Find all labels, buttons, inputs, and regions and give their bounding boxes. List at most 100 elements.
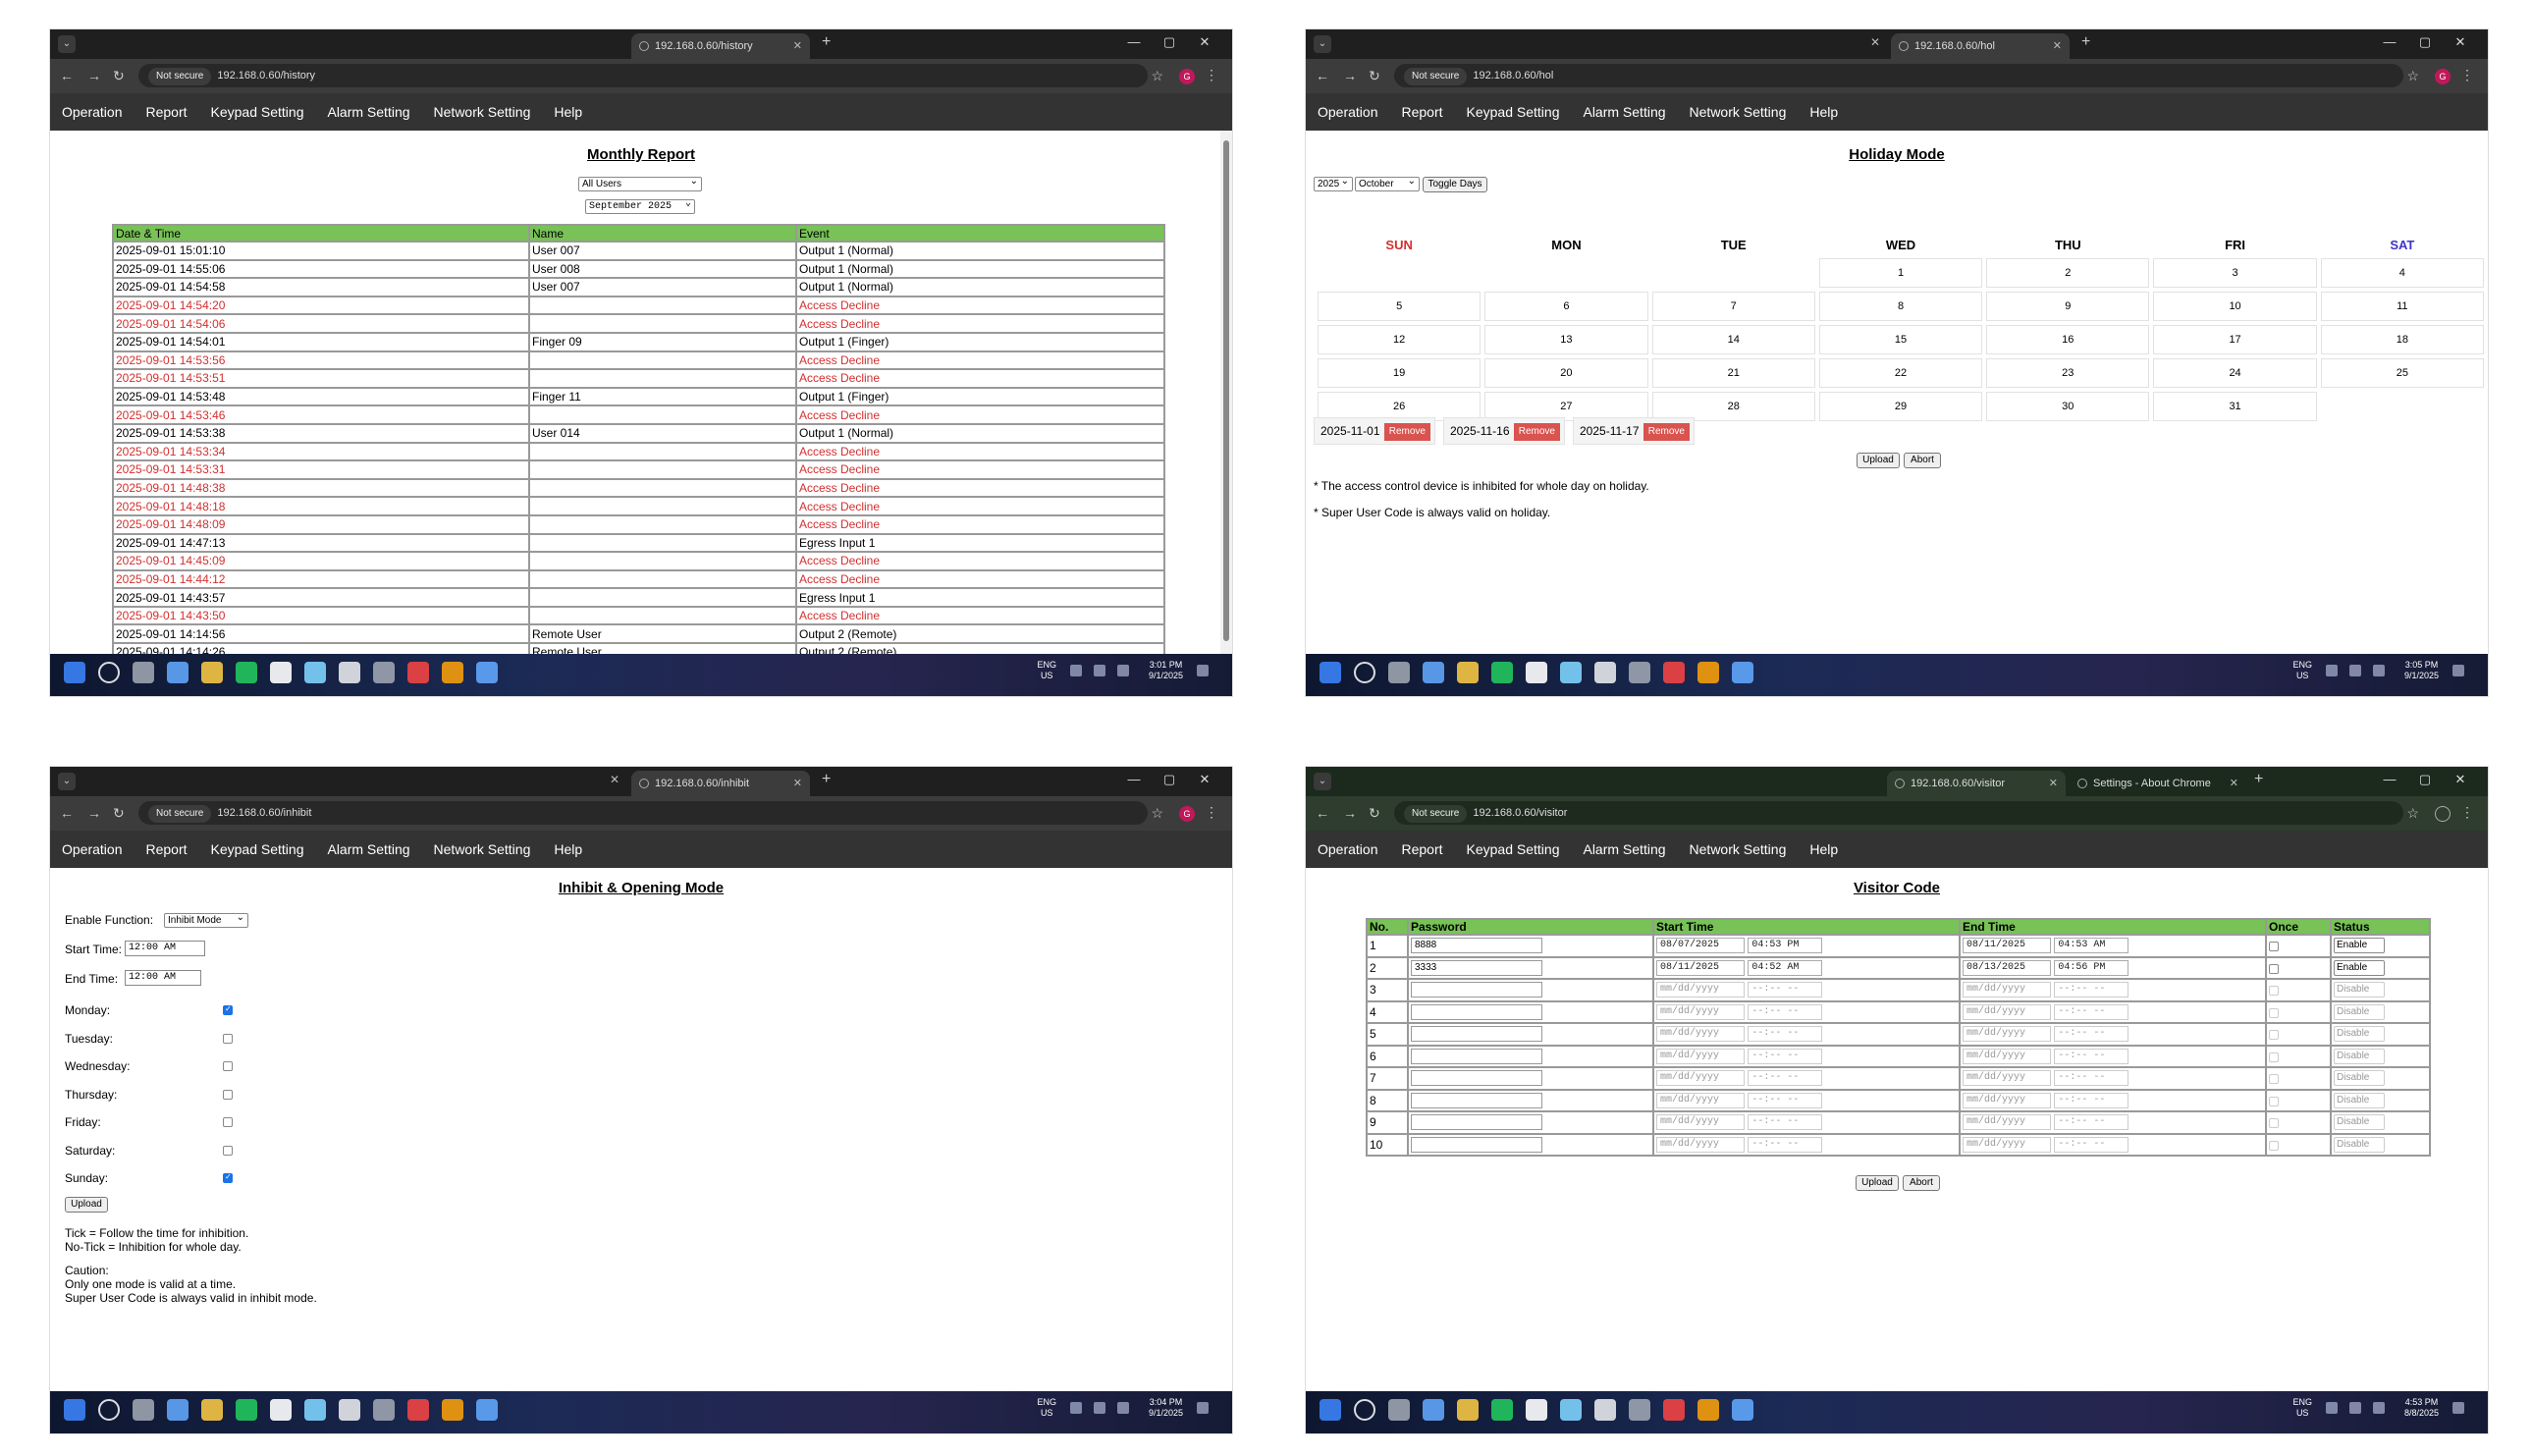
wifi-icon[interactable] <box>2325 665 2338 676</box>
once-checkbox[interactable] <box>2269 1007 2279 1018</box>
wifi-icon[interactable] <box>1069 665 1082 676</box>
menu-help[interactable]: Help <box>1809 104 1839 120</box>
scrollbar[interactable] <box>1220 131 1232 656</box>
edge-icon[interactable] <box>236 662 257 683</box>
calendar-day[interactable]: 19 <box>1318 358 1481 388</box>
start-time-input[interactable]: --:-- -- <box>1748 1048 1823 1064</box>
end-date-input[interactable]: 08/13/2025 <box>1963 959 2051 976</box>
forward-icon[interactable]: → <box>87 68 101 83</box>
browser-menu-icon[interactable]: ⋮ <box>2460 67 2474 82</box>
profile-avatar[interactable]: G <box>1179 806 1195 822</box>
menu-report[interactable]: Report <box>1401 841 1443 857</box>
minimize-icon[interactable]: — <box>1127 772 1141 786</box>
maximize-icon[interactable]: ▢ <box>1162 34 1176 49</box>
chrome-icon[interactable] <box>1697 1399 1719 1421</box>
day-checkbox[interactable] <box>223 1061 233 1071</box>
start-time-input[interactable]: 04:53 PM <box>1748 938 1823 954</box>
calendar-day[interactable]: 21 <box>1651 358 1815 388</box>
end-date-input[interactable]: mm/dd/yyyy <box>1963 1114 2051 1131</box>
remove-holiday-button[interactable]: Remove <box>1383 423 1430 441</box>
start-date-input[interactable]: mm/dd/yyyy <box>1656 1092 1745 1108</box>
wifi-icon[interactable] <box>1069 1402 1082 1414</box>
password-input[interactable] <box>1411 1026 1542 1043</box>
forward-icon[interactable]: → <box>1343 805 1357 821</box>
once-checkbox[interactable] <box>2269 1030 2279 1041</box>
tab-inhibit[interactable]: 192.168.0.60/inhibit ✕ <box>631 771 810 796</box>
start-icon[interactable] <box>1320 1399 1341 1421</box>
app-icon[interactable] <box>304 662 326 683</box>
clock[interactable]: 3:05 PM 9/1/2025 <box>2404 660 2439 681</box>
abort-button[interactable]: Abort <box>1904 453 1941 468</box>
menu-network-setting[interactable]: Network Setting <box>433 841 531 857</box>
end-date-input[interactable]: mm/dd/yyyy <box>1963 1070 2051 1087</box>
calendar-day[interactable]: 24 <box>2153 358 2317 388</box>
end-time-input[interactable]: --:-- -- <box>2054 1048 2129 1064</box>
end-date-input[interactable]: mm/dd/yyyy <box>1963 1136 2051 1153</box>
volume-icon[interactable] <box>2348 1402 2361 1414</box>
url-field[interactable]: Not secure 192.168.0.60/hol <box>1394 64 2403 87</box>
tab-close-icon[interactable]: ✕ <box>792 40 802 52</box>
notification-bell-icon[interactable] <box>1197 665 1209 676</box>
start-date-input[interactable]: mm/dd/yyyy <box>1656 1026 1745 1043</box>
browser-menu-icon[interactable]: ⋮ <box>1205 67 1218 82</box>
file-explorer-icon[interactable] <box>201 1399 223 1421</box>
password-input[interactable]: 8888 <box>1411 938 1542 954</box>
app-icon[interactable] <box>476 662 498 683</box>
end-time-input[interactable]: --:-- -- <box>2054 1070 2129 1087</box>
edge-icon[interactable] <box>1491 1399 1513 1421</box>
tab-close-icon[interactable]: ✕ <box>2229 778 2238 789</box>
back-icon[interactable]: ← <box>1316 68 1329 83</box>
end-date-input[interactable]: mm/dd/yyyy <box>1963 982 2051 998</box>
calendar-day[interactable]: 5 <box>1318 292 1481 321</box>
end-time-input[interactable]: --:-- -- <box>2054 1026 2129 1043</box>
calendar-day[interactable]: 17 <box>2153 325 2317 354</box>
language-indicator[interactable]: ENG US <box>1037 660 1056 681</box>
calendar-day[interactable]: 25 <box>2320 358 2484 388</box>
end-time-input[interactable]: --:-- -- <box>2054 1114 2129 1131</box>
password-input[interactable] <box>1411 1070 1542 1087</box>
file-explorer-icon[interactable] <box>1457 662 1479 683</box>
calendar-day[interactable]: 28 <box>1651 392 1815 421</box>
notification-bell-icon[interactable] <box>1197 1402 1209 1414</box>
minimize-icon[interactable]: — <box>1127 34 1141 49</box>
wifi-icon[interactable] <box>2325 1402 2338 1414</box>
end-time-input[interactable]: 04:53 AM <box>2054 938 2129 954</box>
close-window-icon[interactable]: ✕ <box>2454 772 2466 786</box>
once-checkbox[interactable] <box>2269 1140 2279 1151</box>
month-select[interactable]: October <box>1355 175 1420 191</box>
start-date-input[interactable]: 08/11/2025 <box>1656 959 1745 976</box>
menu-alarm-setting[interactable]: Alarm Setting <box>327 841 410 857</box>
start-date-input[interactable]: mm/dd/yyyy <box>1656 1136 1745 1153</box>
clock[interactable]: 3:01 PM 9/1/2025 <box>1149 660 1183 681</box>
calendar-day[interactable]: 12 <box>1318 325 1481 354</box>
calendar-day[interactable]: 27 <box>1484 392 1648 421</box>
chrome-icon[interactable] <box>442 662 463 683</box>
app-icon[interactable] <box>1732 662 1753 683</box>
profile-avatar[interactable]: G <box>1179 69 1195 84</box>
bookmark-star-icon[interactable]: ☆ <box>1151 805 1163 821</box>
once-checkbox[interactable] <box>2269 963 2279 974</box>
close-window-icon[interactable]: ✕ <box>1199 34 1211 49</box>
task-view-icon[interactable] <box>133 662 154 683</box>
start-date-input[interactable]: mm/dd/yyyy <box>1656 1048 1745 1064</box>
calendar-day[interactable]: 13 <box>1484 325 1648 354</box>
menu-report[interactable]: Report <box>145 104 188 120</box>
remove-holiday-button[interactable]: Remove <box>1513 423 1560 441</box>
calendar-day[interactable]: 20 <box>1484 358 1648 388</box>
not-secure-badge[interactable]: Not secure <box>1404 805 1468 823</box>
day-checkbox[interactable] <box>223 1145 233 1156</box>
calendar-day[interactable]: 10 <box>2153 292 2317 321</box>
new-tab-icon[interactable]: + <box>2254 771 2264 787</box>
status-select[interactable]: Disable <box>2334 1026 2385 1043</box>
edge-icon[interactable] <box>1491 662 1513 683</box>
menu-report[interactable]: Report <box>145 841 188 857</box>
battery-icon[interactable] <box>2372 1402 2385 1414</box>
file-explorer-icon[interactable] <box>201 662 223 683</box>
app-icon[interactable] <box>1560 1399 1582 1421</box>
enable-function-select[interactable]: Inhibit Mode <box>164 911 248 928</box>
battery-icon[interactable] <box>2372 665 2385 676</box>
chrome-icon[interactable] <box>1663 1399 1685 1421</box>
status-select[interactable]: Disable <box>2334 1092 2385 1108</box>
end-time-input[interactable]: --:-- -- <box>2054 1003 2129 1020</box>
day-checkbox[interactable] <box>223 1004 233 1015</box>
